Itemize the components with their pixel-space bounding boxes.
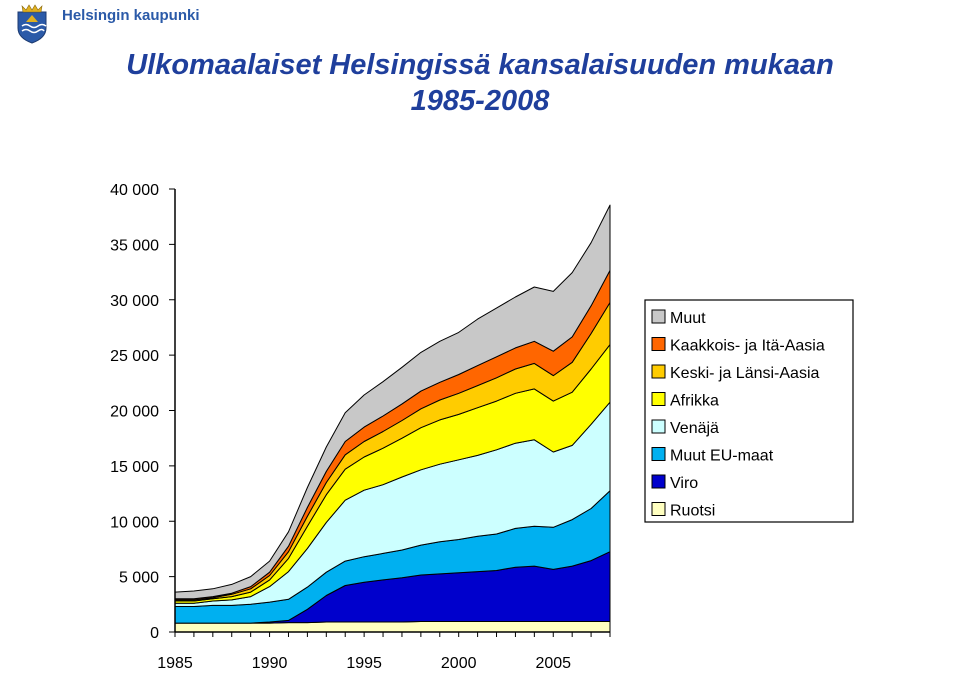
y-tick-label: 40 000 (110, 182, 159, 199)
axes: 0 5 000 10 000 15 000 20 000 25 000 30 000 35 0… (110, 182, 611, 672)
x-tick-label: 1985 (157, 655, 193, 672)
legend-swatch (651, 309, 666, 324)
legend-swatch (651, 337, 666, 351)
x-tick-label: 1995 (346, 655, 382, 672)
legend-swatch (651, 474, 666, 489)
x-tick-label: 2000 (441, 655, 477, 672)
y-tick-label: 35 000 (110, 237, 159, 254)
x-tick-label: 1990 (252, 655, 288, 672)
legend-label: Viro (670, 475, 698, 492)
y-tick-label: 10 000 (110, 514, 159, 531)
legend-swatch (651, 392, 666, 406)
y-tick-label: 20 000 (110, 404, 159, 421)
x-tick-label: 2005 (535, 655, 571, 672)
legend-box (644, 299, 854, 523)
chart-title-line1: Ulkomaalaiset Helsingissä kansalaisuuden… (126, 49, 834, 81)
legend-label: Muut (670, 310, 706, 327)
chart-title-line2: 1985-2008 (410, 85, 550, 117)
helsinki-coat-of-arms-icon (17, 4, 47, 44)
legend-swatch (651, 447, 666, 461)
y-tick-label: 30 000 (110, 293, 159, 310)
legend-label: Keski- ja Länsi-Aasia (670, 365, 820, 382)
area-series-7 (174, 204, 611, 600)
org-name: Helsingin kaupunki (62, 7, 200, 24)
y-tick-label: 0 (150, 625, 159, 642)
y-tick-label: 15 000 (110, 459, 159, 476)
legend-label: Afrikka (670, 393, 719, 410)
y-tick-label: 5 000 (119, 570, 159, 587)
legend-swatch (651, 502, 666, 516)
legend-label: Muut EU-maat (670, 448, 774, 465)
legend-swatch (651, 364, 666, 379)
legend-swatch (651, 419, 666, 434)
chart-title: Ulkomaalaiset Helsingissä kansalaisuuden… (0, 47, 960, 119)
legend-label: Venäjä (670, 420, 719, 437)
legend: Muut Kaakkois- ja Itä-Aasia Keski- ja Läns… (644, 299, 854, 523)
area-layers (174, 204, 611, 633)
legend-label: Kaakkois- ja Itä-Aasia (670, 338, 825, 355)
legend-label: Ruotsi (670, 503, 715, 520)
y-tick-label: 25 000 (110, 348, 159, 365)
